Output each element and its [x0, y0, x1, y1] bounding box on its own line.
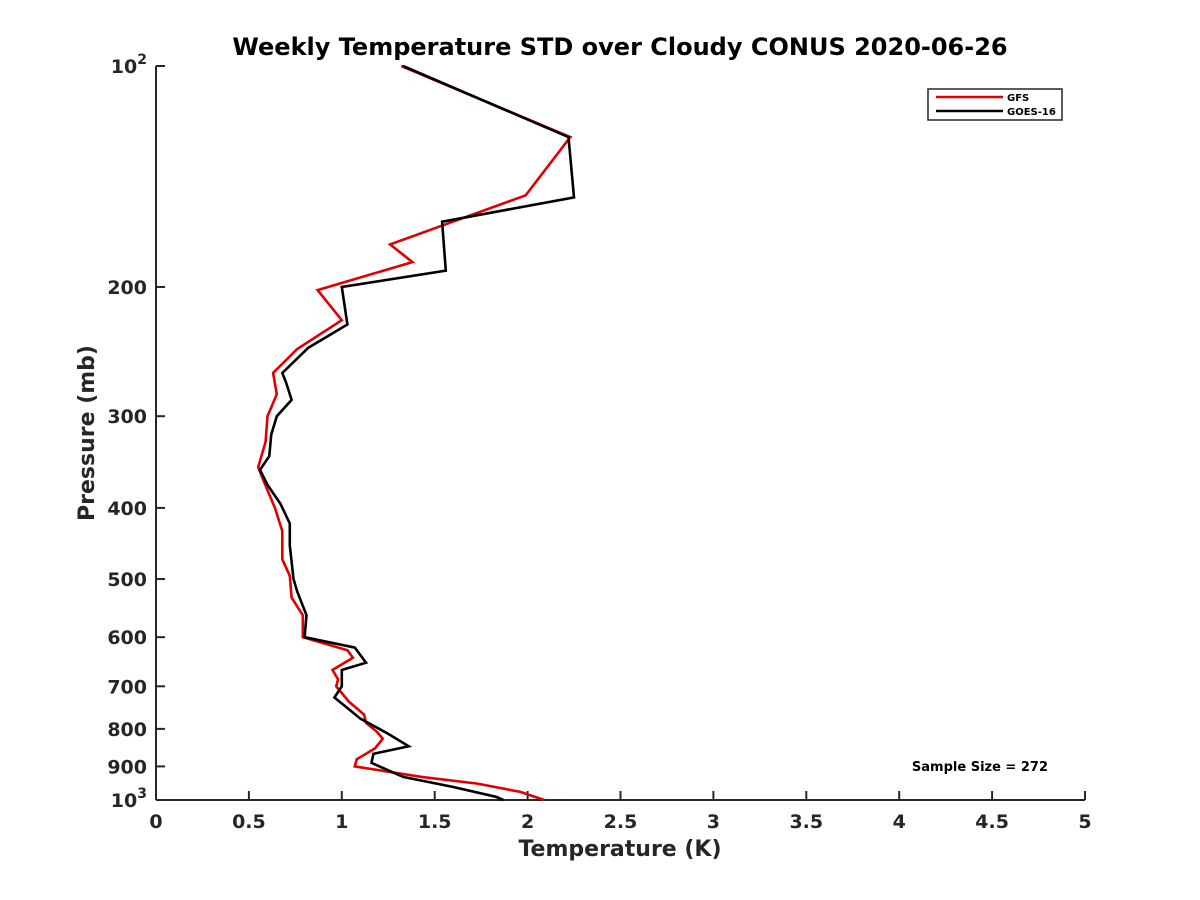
x-tick-label: 3.5 [789, 811, 823, 833]
sample-size-annotation: Sample Size = 272 [912, 760, 1048, 775]
x-tick-label: 1 [335, 811, 348, 833]
legend-label-goes-16: GOES-16 [1007, 107, 1056, 118]
x-tick-label: 0 [149, 811, 162, 833]
series-line-gfs [256, 64, 573, 802]
y-tick-label: 300 [107, 406, 147, 428]
x-tick-label: 2 [521, 811, 534, 833]
legend: GFS GOES-16 [927, 88, 1063, 121]
y-tick-label: 103 [111, 786, 147, 812]
x-tick-label: 5 [1078, 811, 1091, 833]
chart-title: Weekly Temperature STD over Cloudy CONUS… [232, 33, 1007, 61]
x-tick-label: 3 [707, 811, 720, 833]
y-tick-label: 102 [111, 52, 147, 78]
y-axis-label: Pressure (mb) [75, 345, 100, 521]
legend-box [927, 88, 1063, 121]
series-line-goes-16 [258, 64, 576, 802]
y-tick-label: 700 [107, 676, 147, 698]
y-tick-label: 900 [107, 756, 147, 778]
x-tick-label: 4 [893, 811, 906, 833]
y-tick-label: 200 [107, 277, 147, 299]
x-tick-label: 2.5 [604, 811, 638, 833]
x-axis-label: Temperature (K) [518, 837, 721, 862]
legend-label-gfs: GFS [1007, 93, 1029, 104]
y-tick-label: 800 [107, 719, 147, 741]
x-tick-label: 4.5 [975, 811, 1009, 833]
axes: 0 0.5 1 1.5 2 2.5 3 3.5 4 4.5 5 102 200 300 400 500 600 7… [107, 52, 1091, 833]
y-tick-label: 500 [107, 569, 147, 591]
y-tick-label: 600 [107, 627, 147, 649]
x-tick-label: 1.5 [418, 811, 452, 833]
series-layer [256, 64, 576, 802]
x-tick-label: 0.5 [232, 811, 266, 833]
y-tick-label: 400 [107, 498, 147, 520]
